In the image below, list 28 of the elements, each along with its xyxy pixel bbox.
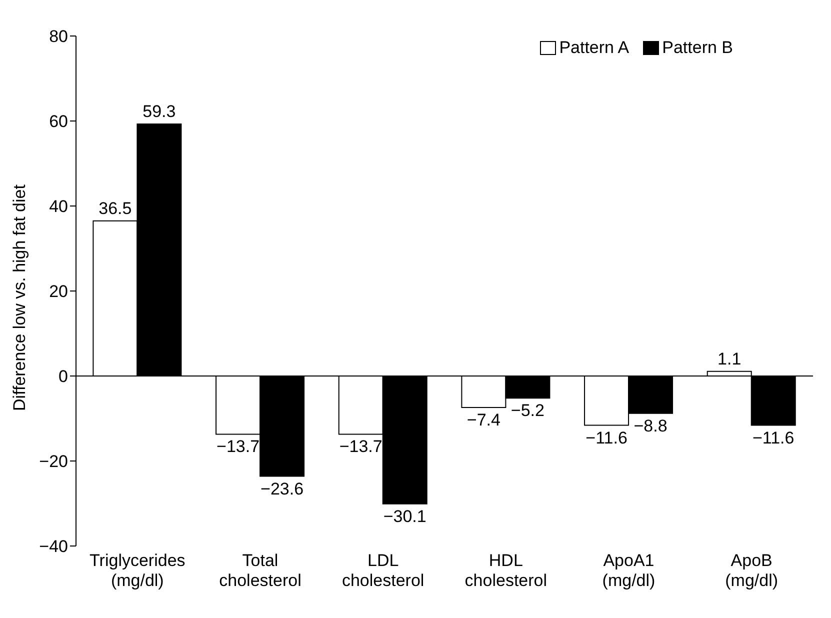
y-tick-label: 80 bbox=[49, 27, 68, 46]
data-label: −11.6 bbox=[752, 428, 794, 448]
y-tick-label: 60 bbox=[49, 112, 68, 132]
x-tick-label: Total cholesterol bbox=[219, 551, 302, 590]
data-label: 36.5 bbox=[98, 198, 132, 218]
x-tick-label: HDL cholesterol bbox=[464, 551, 548, 590]
data-label: 1.1 bbox=[718, 349, 742, 368]
legend-label: Pattern A bbox=[559, 38, 630, 58]
y-tick-label: 40 bbox=[49, 197, 68, 216]
data-label: −11.6 bbox=[586, 428, 628, 448]
data-label: −13.7 bbox=[216, 437, 260, 456]
y-tick-label: 0 bbox=[58, 367, 68, 386]
x-tick-label: Triglycerides (mg/dl) bbox=[90, 551, 186, 590]
data-label: −30.1 bbox=[383, 506, 426, 526]
y-axis-title: Difference low vs. high fat diet bbox=[10, 184, 30, 411]
x-tick-label: LDL cholesterol bbox=[342, 551, 424, 590]
data-label: −5.2 bbox=[510, 401, 544, 420]
data-label: −8.8 bbox=[634, 416, 668, 436]
data-label: −23.6 bbox=[260, 479, 304, 498]
x-tick-label: ApoA1 (mg/dl) bbox=[602, 551, 656, 590]
legend-label: Pattern B bbox=[662, 38, 733, 58]
x-tick-label: ApoB (mg/dl) bbox=[725, 551, 778, 590]
data-label: −7.4 bbox=[466, 410, 500, 430]
y-tick-label: −40 bbox=[39, 537, 68, 556]
y-tick-label: 20 bbox=[49, 282, 68, 302]
data-label: −13.7 bbox=[339, 437, 382, 456]
data-label: 59.3 bbox=[142, 102, 176, 121]
y-tick-label: −20 bbox=[39, 452, 68, 472]
